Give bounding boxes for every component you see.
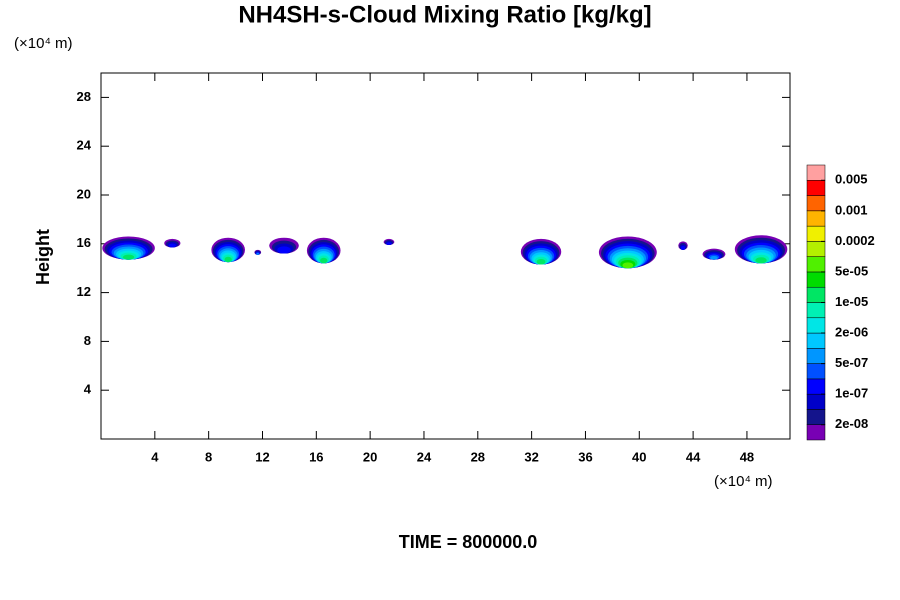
y-tick-label: 24 [77,138,92,153]
colorbar-label: 2e-08 [835,416,868,431]
x-tick-label: 44 [686,449,701,464]
y-tick-label: 4 [84,382,92,397]
colorbar-box [806,317,826,334]
cloud [211,237,245,263]
colorbar-label: 1e-07 [835,386,868,401]
colorbar-box [806,210,826,227]
colorbar-label: 0.0002 [835,233,875,248]
x-tick-label: 48 [740,449,754,464]
colorbar-label: 1e-05 [835,294,868,309]
colorbar-box [806,241,826,257]
cloud-level [386,242,392,246]
colorbar-box [806,424,826,441]
cloud [269,237,299,254]
cloud [734,235,788,264]
x-tick-label: 8 [205,449,212,464]
cloud [254,249,262,255]
y-tick-label: 12 [77,284,91,299]
cloud-level [710,255,718,260]
colorbar-label: 5e-07 [835,355,868,370]
colorbar-box [806,378,826,395]
colorbar-box [806,363,826,380]
cloud [520,238,562,265]
x-tick-label: 20 [363,449,377,464]
colorbar-label: 0.005 [835,172,868,187]
cloud-level [256,253,259,255]
colorbar-box [806,256,826,273]
cloud [164,238,181,248]
x-tick-label: 12 [255,449,269,464]
colorbar-label: 2e-06 [835,324,868,339]
time-annotation: TIME = 800000.0 [399,532,538,552]
colorbar-label: 5e-05 [835,263,868,278]
colorbar-box [806,286,826,303]
cloud [102,236,155,260]
x-tick-label: 36 [578,449,592,464]
cloud-level [755,257,767,264]
colorbar-box [806,302,826,319]
x-tick-label: 40 [632,449,646,464]
cloud-level [320,257,328,264]
x-tick-label: 16 [309,449,323,464]
colorbar-box [806,332,826,349]
y-unit: (×10⁴ m) [14,35,73,52]
cloud-level [224,256,232,263]
x-tick-label: 4 [151,449,159,464]
cloud [702,248,726,260]
colorbar-label: 0.001 [835,202,868,217]
cloud-level [536,258,546,265]
chart-title: NH4SH-s-Cloud Mixing Ratio [kg/kg] [238,1,651,28]
cloud [598,236,657,269]
cloud-level [622,262,634,269]
y-tick-label: 8 [84,333,91,348]
y-label: Height [33,229,53,285]
colorbar-box [806,409,826,425]
x-tick-label: 28 [471,449,485,464]
cloud-level [168,243,176,248]
colorbar-box [806,225,826,242]
y-tick-label: 28 [77,89,91,104]
x-unit: (×10⁴ m) [714,473,773,490]
x-tick-label: 24 [417,449,432,464]
colorbar-box [806,393,826,410]
cloud-level [680,246,686,250]
plot-frame [100,72,791,440]
colorbar-box [806,180,826,196]
cloud [678,241,688,250]
colorbar-box [806,348,826,364]
cloud [383,238,395,246]
colorbar-box [806,164,826,181]
colorbar-box [806,195,826,212]
x-tick-label: 32 [524,449,538,464]
cloud [306,237,341,264]
y-tick-label: 16 [77,235,91,250]
colorbar-box [806,271,826,288]
y-tick-label: 20 [77,186,91,201]
cloud-level [277,246,291,254]
cloud-level [122,254,135,260]
